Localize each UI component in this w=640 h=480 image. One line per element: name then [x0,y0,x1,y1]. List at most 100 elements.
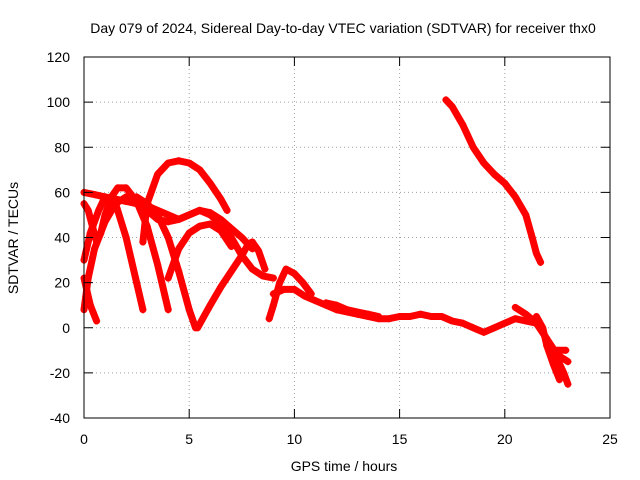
data-point [332,301,340,309]
y-tick-label: 0 [62,320,70,336]
data-point [107,193,115,201]
data-point [438,312,446,320]
y-tick-label: 100 [47,94,71,110]
tick-labels: 0 5 10 15 20 25 -40 -20 0 20 40 60 80 100 120 [47,49,618,447]
data-point [511,315,519,323]
data-point [269,290,277,298]
data-point [265,315,273,323]
data-point [244,240,252,248]
x-tick-label: 25 [602,431,618,447]
data-point [564,380,572,388]
data-point [354,308,362,316]
data-point [196,206,204,214]
x-tick-label: 0 [80,431,88,447]
data-point [164,234,172,241]
data-point [248,265,256,273]
data-point [154,261,162,269]
data-point [459,319,467,327]
data-point [217,227,225,235]
data-point [175,245,183,253]
x-axis-label: GPS time / hours [291,458,398,474]
data-point [196,166,204,174]
data-point [133,279,141,287]
data-point [480,328,488,336]
y-axis-label: SDTVAR / TECUs [5,182,21,294]
data-point [311,297,319,305]
data-point [185,159,193,167]
data-point [175,267,183,275]
data-point [164,218,172,226]
data-point [227,267,235,275]
data-point [282,265,290,273]
data-point [122,234,130,241]
data-point [139,306,147,314]
data-point [175,157,183,165]
data-point [185,306,193,314]
y-tick-label: 20 [54,275,70,291]
data-point [175,215,183,223]
data-point [154,170,162,178]
data-point [217,215,225,223]
data-point [301,292,309,300]
data-point [101,193,109,201]
data-point [139,238,147,246]
data-point [93,317,101,325]
data-point [469,143,477,151]
data-point [269,301,277,309]
data-point [88,222,96,230]
data-point [549,346,557,354]
data-point [539,324,547,332]
data-point [448,103,456,111]
data-point [164,211,172,219]
y-tick-label: 80 [54,139,70,155]
data-point [280,285,288,293]
y-tick-label: 120 [47,49,71,65]
data-point [556,376,564,384]
data-point [562,346,570,354]
data-point [528,234,536,241]
data-point [194,324,202,332]
data-point [259,272,267,280]
series-arc-9 [194,238,269,332]
data-point [95,206,103,214]
data-point [560,369,568,377]
data-point [417,310,425,318]
data-point [185,229,193,237]
data-point [290,270,298,278]
data-point [532,312,540,320]
data-point [91,191,99,199]
data-point [501,319,509,327]
x-tick-label: 10 [287,431,303,447]
series-arc-12 [322,299,383,320]
data-point [101,218,109,226]
data-point [511,303,519,311]
data-point [564,358,572,366]
data-point [255,247,263,255]
y-tick-label: 40 [54,230,70,246]
data-point [522,310,530,318]
data-point [299,279,307,287]
data-point [206,301,214,309]
data-point [133,193,141,201]
data-point [549,360,557,368]
data-point [238,252,246,260]
series-arc-13 [442,96,545,266]
data-point [501,179,509,187]
data-point [217,283,225,291]
series-arc-8 [164,220,235,282]
data-point [543,342,551,350]
series-arc-10 [265,265,315,323]
data-point [490,170,498,178]
data-point [154,211,162,219]
data-point [276,279,284,287]
data-point [185,211,193,219]
data-point [364,310,372,318]
data-point [164,159,172,167]
data-point [164,306,172,314]
data-series [80,96,572,388]
y-tick-label: -40 [50,410,70,426]
data-point [223,206,231,214]
x-tick-label: 20 [497,431,513,447]
axis-ticks [83,56,611,419]
